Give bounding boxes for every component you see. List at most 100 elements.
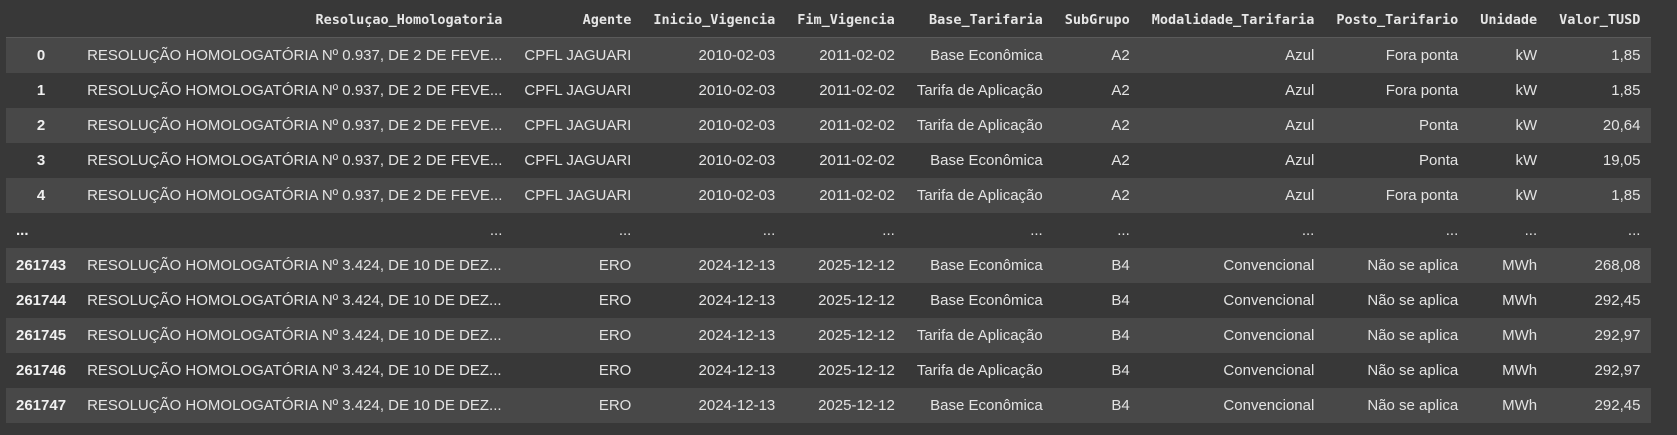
- cell-subgrupo: A2: [1111, 152, 1130, 169]
- cell-valor-tusd: 268,08: [1594, 257, 1641, 274]
- table-row: 4 RESOLUÇÃO HOMOLOGATÓRIA Nº 0.937, DE 2 …: [6, 178, 1652, 213]
- cell-valor-tusd: 292,97: [1594, 327, 1641, 344]
- cell-unidade: kW: [1515, 117, 1538, 134]
- cell-modalidade-tarifaria: Azul: [1285, 47, 1315, 64]
- cell-subgrupo: A2: [1111, 82, 1130, 99]
- cell-valor-tusd: 1,85: [1611, 187, 1641, 204]
- column-header-base-tarifaria: Base_Tarifaria: [905, 3, 1054, 38]
- cell-posto-tarifario: Não se aplica: [1367, 257, 1459, 274]
- cell-valor-tusd: 292,97: [1594, 362, 1641, 379]
- cell-posto-tarifario: Ponta: [1419, 152, 1459, 169]
- cell-unidade: ...: [1524, 222, 1538, 239]
- cell-fim-vigencia: 2011-02-02: [819, 47, 895, 64]
- cell-base-tarifaria: Tarifa de Aplicação: [916, 187, 1043, 204]
- cell-base-tarifaria: Base Econômica: [930, 257, 1043, 274]
- row-index: 0: [36, 47, 46, 64]
- column-header-fim-vigencia: Fim_Vigencia: [786, 3, 906, 38]
- cell-fim-vigencia: 2011-02-02: [819, 152, 895, 169]
- table-body: 0 RESOLUÇÃO HOMOLOGATÓRIA Nº 0.937, DE 2 …: [6, 37, 1652, 423]
- cell-valor-tusd: ...: [1627, 222, 1641, 239]
- cell-modalidade-tarifaria: Convencional: [1223, 257, 1315, 274]
- column-header-posto-tarifario: Posto_Tarifario: [1325, 3, 1470, 38]
- cell-inicio-vigencia: 2024-12-13: [698, 362, 776, 379]
- cell-inicio-vigencia: 2024-12-13: [698, 397, 776, 414]
- cell-fim-vigencia: 2011-02-02: [819, 117, 895, 134]
- table-row: 1 RESOLUÇÃO HOMOLOGATÓRIA Nº 0.937, DE 2 …: [6, 73, 1652, 108]
- table-row: 0 RESOLUÇÃO HOMOLOGATÓRIA Nº 0.937, DE 2 …: [6, 37, 1652, 73]
- cell-resolucao: RESOLUÇÃO HOMOLOGATÓRIA Nº 0.937, DE 2 D…: [87, 117, 503, 134]
- cell-unidade: MWh: [1502, 397, 1538, 414]
- cell-fim-vigencia: 2011-02-02: [819, 82, 895, 99]
- column-header-agente: Agente: [513, 3, 643, 38]
- cell-unidade: kW: [1515, 187, 1538, 204]
- cell-resolucao: RESOLUÇÃO HOMOLOGATÓRIA Nº 0.937, DE 2 D…: [87, 187, 503, 204]
- cell-agente: ERO: [598, 362, 632, 379]
- table-header: Resoluçao_Homologatoria Agente Inicio_Vi…: [6, 3, 1652, 38]
- column-header-resolucao: Resoluçao_Homologatoria: [76, 3, 514, 38]
- cell-resolucao: RESOLUÇÃO HOMOLOGATÓRIA Nº 0.937, DE 2 D…: [87, 82, 503, 99]
- cell-fim-vigencia: 2025-12-12: [818, 257, 895, 274]
- cell-posto-tarifario: Fora ponta: [1385, 47, 1459, 64]
- row-index: 261746: [16, 362, 67, 379]
- row-index: 261744: [16, 292, 67, 309]
- cell-agente: CPFL JAGUARI: [524, 187, 632, 204]
- cell-resolucao: RESOLUÇÃO HOMOLOGATÓRIA Nº 3.424, DE 10 …: [87, 397, 502, 414]
- cell-resolucao: RESOLUÇÃO HOMOLOGATÓRIA Nº 3.424, DE 10 …: [87, 257, 502, 274]
- cell-valor-tusd: 20,64: [1602, 117, 1641, 134]
- cell-base-tarifaria: Tarifa de Aplicação: [916, 82, 1043, 99]
- cell-subgrupo: B4: [1111, 397, 1130, 414]
- row-index: ...: [16, 222, 29, 239]
- cell-inicio-vigencia: 2024-12-13: [698, 327, 776, 344]
- ellipsis-row: .................................: [6, 213, 1652, 248]
- cell-inicio-vigencia: 2024-12-13: [698, 292, 776, 309]
- cell-agente: ERO: [598, 257, 632, 274]
- cell-modalidade-tarifaria: Azul: [1285, 152, 1315, 169]
- cell-unidade: MWh: [1502, 362, 1538, 379]
- header-row: Resoluçao_Homologatoria Agente Inicio_Vi…: [6, 3, 1652, 38]
- dataframe-table: Resoluçao_Homologatoria Agente Inicio_Vi…: [6, 3, 1652, 423]
- cell-resolucao: RESOLUÇÃO HOMOLOGATÓRIA Nº 3.424, DE 10 …: [87, 292, 502, 309]
- cell-base-tarifaria: Tarifa de Aplicação: [916, 362, 1043, 379]
- index-header: [6, 3, 77, 38]
- cell-posto-tarifario: Não se aplica: [1367, 327, 1459, 344]
- cell-resolucao: RESOLUÇÃO HOMOLOGATÓRIA Nº 0.937, DE 2 D…: [87, 47, 503, 64]
- cell-base-tarifaria: ...: [1030, 222, 1043, 239]
- cell-inicio-vigencia: 2010-02-03: [698, 47, 776, 64]
- table-row: 2 RESOLUÇÃO HOMOLOGATÓRIA Nº 0.937, DE 2 …: [6, 108, 1652, 143]
- cell-agente: ERO: [598, 397, 632, 414]
- cell-posto-tarifario: Fora ponta: [1385, 187, 1459, 204]
- cell-subgrupo: B4: [1111, 327, 1130, 344]
- cell-subgrupo: B4: [1111, 362, 1130, 379]
- cell-base-tarifaria: Tarifa de Aplicação: [916, 327, 1043, 344]
- cell-inicio-vigencia: 2010-02-03: [698, 152, 776, 169]
- cell-posto-tarifario: Fora ponta: [1385, 82, 1459, 99]
- cell-resolucao: RESOLUÇÃO HOMOLOGATÓRIA Nº 3.424, DE 10 …: [87, 327, 502, 344]
- table-row: 261745 RESOLUÇÃO HOMOLOGATÓRIA Nº 3.424, …: [6, 318, 1652, 353]
- cell-unidade: kW: [1515, 152, 1538, 169]
- cell-posto-tarifario: Não se aplica: [1367, 292, 1459, 309]
- cell-modalidade-tarifaria: Azul: [1285, 117, 1315, 134]
- row-index: 2: [36, 117, 46, 134]
- cell-fim-vigencia: 2011-02-02: [819, 187, 895, 204]
- cell-fim-vigencia: 2025-12-12: [818, 362, 895, 379]
- cell-agente: CPFL JAGUARI: [524, 47, 632, 64]
- cell-fim-vigencia: ...: [882, 222, 895, 239]
- cell-valor-tusd: 19,05: [1602, 152, 1641, 169]
- cell-subgrupo: A2: [1111, 187, 1130, 204]
- cell-inicio-vigencia: 2010-02-03: [698, 187, 776, 204]
- row-index: 1: [36, 82, 46, 99]
- cell-subgrupo: B4: [1111, 292, 1130, 309]
- cell-unidade: MWh: [1502, 257, 1538, 274]
- cell-unidade: MWh: [1502, 292, 1538, 309]
- row-index: 261743: [16, 257, 67, 274]
- cell-resolucao: RESOLUÇÃO HOMOLOGATÓRIA Nº 3.424, DE 10 …: [87, 362, 502, 379]
- cell-modalidade-tarifaria: ...: [1301, 222, 1315, 239]
- column-header-unidade: Unidade: [1469, 3, 1549, 38]
- cell-modalidade-tarifaria: Azul: [1285, 187, 1315, 204]
- cell-resolucao: RESOLUÇÃO HOMOLOGATÓRIA Nº 0.937, DE 2 D…: [87, 152, 503, 169]
- cell-posto-tarifario: Ponta: [1419, 117, 1459, 134]
- cell-posto-tarifario: Não se aplica: [1367, 362, 1459, 379]
- cell-valor-tusd: 1,85: [1611, 82, 1641, 99]
- cell-base-tarifaria: Base Econômica: [930, 152, 1043, 169]
